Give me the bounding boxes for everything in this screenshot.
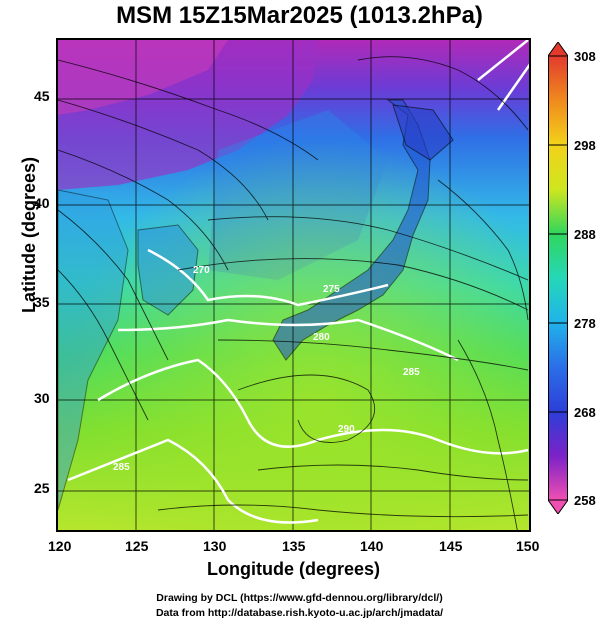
wind-streamlines xyxy=(58,56,529,530)
colorbar-ticks xyxy=(548,55,568,501)
colorbar-label: 308 xyxy=(574,49,596,64)
contour-label: 270 xyxy=(193,265,210,276)
x-tick-label: 150 xyxy=(516,538,540,554)
y-tick-label: 25 xyxy=(34,480,50,496)
contour-label: 280 xyxy=(313,332,330,343)
contour-label: 285 xyxy=(403,367,420,378)
y-axis-label: Latitude (degrees) xyxy=(19,156,39,314)
hokkaido xyxy=(392,104,454,161)
map-title: MSM 15Z15Mar2025 (1013.2hPa) xyxy=(116,2,483,29)
x-axis-label: Longitude (degrees) xyxy=(206,559,380,579)
map-plot-area[interactable]: 270 275 280 285 290 285 xyxy=(56,38,531,532)
x-tick-label: 120 xyxy=(48,538,72,554)
x-tick-label: 125 xyxy=(125,538,149,554)
colorbar-label: 278 xyxy=(574,316,596,331)
china-coast xyxy=(58,189,129,511)
contour-label: 275 xyxy=(323,284,340,295)
temperature-contours xyxy=(67,40,529,524)
x-tick-label: 140 xyxy=(360,538,384,554)
y-tick-label: 30 xyxy=(34,390,50,406)
contour-label: 290 xyxy=(338,424,355,435)
credit-drawing: Drawing by DCL (https://www.gfd-dennou.o… xyxy=(156,592,443,604)
korea xyxy=(137,224,199,316)
x-tick-label: 145 xyxy=(439,538,463,554)
colorbar-label: 268 xyxy=(574,405,596,420)
y-tick-label: 40 xyxy=(34,195,50,211)
colorbar-label: 298 xyxy=(574,138,596,153)
contour-label-group: 270 275 280 285 290 285 xyxy=(113,265,420,473)
temperature-field: 270 275 280 285 290 285 xyxy=(58,40,529,530)
colorbar xyxy=(548,42,568,514)
x-tick-label: 130 xyxy=(203,538,227,554)
colorbar-label: 288 xyxy=(574,227,596,242)
y-tick-label: 45 xyxy=(34,88,50,104)
y-tick-label: 35 xyxy=(34,294,50,310)
x-tick-label: 135 xyxy=(282,538,306,554)
credit-data: Data from http://database.rish.kyoto-u.a… xyxy=(155,607,444,619)
colorbar-top-arrow xyxy=(548,42,568,57)
contour-label: 285 xyxy=(113,462,130,473)
colorbar-bottom-arrow xyxy=(548,499,568,514)
colorbar-label: 258 xyxy=(574,493,596,508)
